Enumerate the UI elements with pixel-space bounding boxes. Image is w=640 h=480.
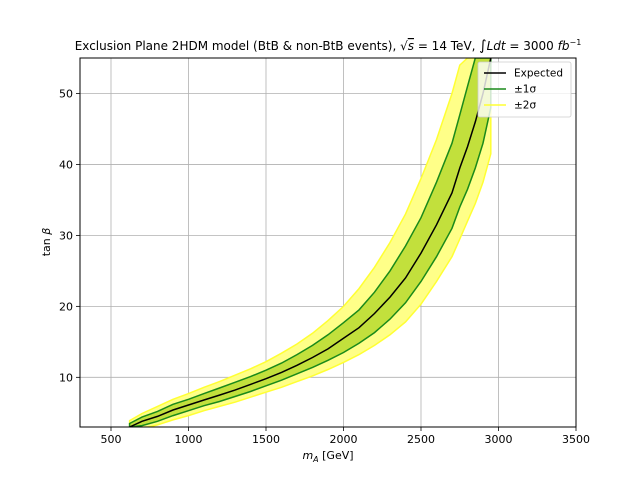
x-axis-ticks: 500 1000 1500 2000 2500 3000 3500 [101, 427, 590, 446]
legend-label-expected: Expected [514, 68, 563, 80]
plot-frame [79, 57, 577, 428]
x-tick-label: 2500 [407, 433, 435, 446]
x-tick-label: 3500 [562, 433, 590, 446]
expected-line [129, 58, 492, 427]
y-tick-label: 40 [59, 158, 73, 171]
x-axis-label: mA [GeV] [302, 449, 353, 464]
legend: Expected ±1σ ±2σ [477, 61, 572, 118]
y-tick-label: 10 [59, 371, 73, 384]
x-tick-label: 1000 [175, 433, 203, 446]
legend-label-1sigma: ±1σ [514, 84, 536, 96]
y-tick-label: 30 [59, 229, 73, 242]
x-tick-label: 3000 [485, 433, 513, 446]
x-tick-label: 500 [101, 433, 122, 446]
x-tick-label: 2000 [330, 433, 358, 446]
plot-content [128, 58, 492, 427]
legend-box [477, 61, 572, 118]
x-tick-label: 1500 [252, 433, 280, 446]
y-axis-label: tan β [40, 228, 53, 257]
y-tick-label: 50 [59, 87, 73, 100]
y-axis-ticks: 10 20 30 40 50 [59, 87, 80, 384]
legend-label-2sigma: ±2σ [514, 100, 536, 112]
y-tick-label: 20 [59, 300, 73, 313]
chart-title: Exclusion Plane 2HDM model (BtB & non-Bt… [75, 38, 582, 54]
